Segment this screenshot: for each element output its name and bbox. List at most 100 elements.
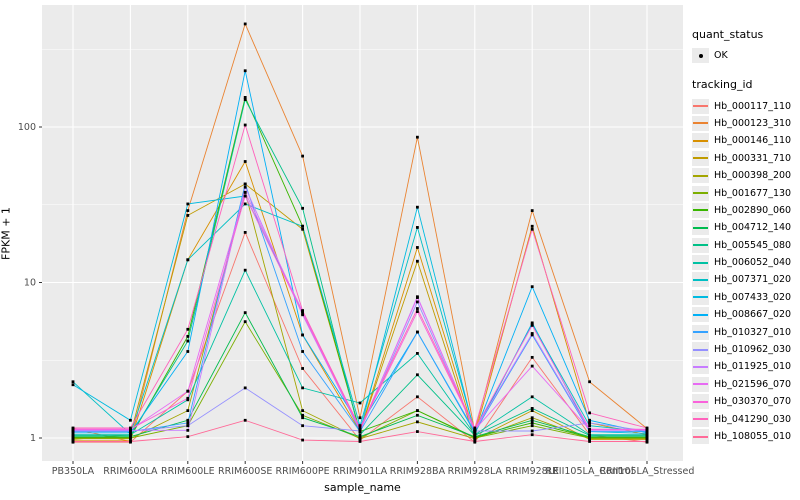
legend-key-swatch xyxy=(692,342,709,358)
legend-key-swatch xyxy=(692,272,709,288)
legend-key-swatch xyxy=(692,168,709,184)
legend-key-swatch xyxy=(692,150,709,166)
data-point xyxy=(186,350,190,353)
legend-item-Hb_004712_140: Hb_004712_140 xyxy=(692,219,798,236)
data-point xyxy=(416,430,419,433)
data-point xyxy=(243,69,247,73)
data-point xyxy=(301,386,304,390)
data-point xyxy=(416,246,419,249)
legend-item-Hb_021596_070: Hb_021596_070 xyxy=(692,376,798,393)
legend-item-label: Hb_000331_710 xyxy=(714,152,792,164)
data-point xyxy=(186,398,190,402)
legend-key-swatch xyxy=(692,289,709,305)
legend: quant_status OK tracking_id Hb_000117_11… xyxy=(692,28,798,459)
data-point xyxy=(416,135,419,139)
data-point xyxy=(186,421,190,425)
legend-item-Hb_000146_110: Hb_000146_110 xyxy=(692,132,798,149)
data-point xyxy=(416,420,419,424)
data-point xyxy=(243,22,247,26)
data-point xyxy=(186,424,190,428)
legend-item-Hb_007371_020: Hb_007371_020 xyxy=(692,271,798,288)
data-point xyxy=(301,224,304,228)
legend-item-label: Hb_030370_070 xyxy=(714,396,792,408)
legend-item-label: Hb_010962_030 xyxy=(714,344,792,356)
data-point xyxy=(416,373,419,377)
data-point xyxy=(588,411,591,415)
legend-item-Hb_030370_070: Hb_030370_070 xyxy=(692,393,798,410)
data-point xyxy=(416,300,419,304)
data-point xyxy=(416,413,419,417)
x-tick-label: RRII105LA_Stressed xyxy=(600,466,695,477)
legend-tracking-id-title: tracking_id xyxy=(692,78,753,92)
data-point xyxy=(358,426,362,430)
data-point xyxy=(588,427,591,431)
data-point xyxy=(301,438,304,442)
data-point xyxy=(186,339,190,343)
data-point xyxy=(129,418,132,422)
legend-quant-status-title: quant_status xyxy=(692,28,764,41)
legend-item-Hb_010327_010: Hb_010327_010 xyxy=(692,323,798,340)
data-point xyxy=(358,433,362,437)
data-point xyxy=(186,389,190,393)
data-point xyxy=(243,98,247,102)
legend-item-label: Hb_002890_060 xyxy=(714,204,792,216)
data-point xyxy=(588,380,591,384)
legend-item-Hb_108055_010: Hb_108055_010 xyxy=(692,428,798,445)
x-tick-label: RRIM600SE xyxy=(218,466,272,477)
data-point xyxy=(186,327,190,331)
data-point xyxy=(301,309,304,312)
data-point xyxy=(530,424,534,428)
legend-item-Hb_000117_110: Hb_000117_110 xyxy=(692,97,798,114)
data-point xyxy=(301,154,304,158)
legend-item-Hb_006052_040: Hb_006052_040 xyxy=(692,254,798,271)
data-point xyxy=(301,206,304,210)
data-point xyxy=(530,421,534,425)
y-tick-label: 1 xyxy=(30,433,36,444)
legend-item-label: Hb_004712_140 xyxy=(714,222,792,234)
data-point xyxy=(301,333,304,337)
data-point xyxy=(186,214,190,217)
legend-item-label: Hb_108055_010 xyxy=(714,431,792,442)
legend-item-label: Hb_000117_110 xyxy=(714,100,792,112)
data-point xyxy=(301,409,304,413)
data-point xyxy=(186,335,190,338)
legend-tracking-id: tracking_id Hb_000117_110 Hb_000123_310 Hb… xyxy=(692,78,798,445)
legend-item-label: Hb_010327_010 xyxy=(714,326,792,338)
data-point xyxy=(301,413,304,417)
data-point xyxy=(243,160,247,163)
legend-item-Hb_005545_080: Hb_005545_080 xyxy=(692,237,798,254)
legend-key-swatch xyxy=(692,202,709,218)
data-point xyxy=(530,429,534,433)
data-point xyxy=(71,433,75,437)
data-point xyxy=(71,383,75,387)
legend-quant-status: quant_status OK xyxy=(692,28,798,64)
data-point xyxy=(588,440,591,443)
data-point xyxy=(186,202,190,206)
data-point xyxy=(301,367,304,370)
data-point xyxy=(243,230,247,234)
data-point xyxy=(358,401,362,405)
legend-key-swatch xyxy=(692,115,709,131)
x-tick-label: RRIM928LE xyxy=(505,466,559,477)
data-point xyxy=(186,209,190,212)
legend-key-swatch xyxy=(692,411,709,427)
data-point xyxy=(243,185,247,189)
legend-key-swatch xyxy=(692,98,709,114)
data-point xyxy=(129,426,132,430)
legend-item-Hb_000331_710: Hb_000331_710 xyxy=(692,150,798,167)
data-point xyxy=(243,418,247,422)
legend-item-Hb_001677_130: Hb_001677_130 xyxy=(692,184,798,201)
legend-item-label: Hb_041290_030 xyxy=(714,413,792,425)
y-tick-label: 10 xyxy=(24,278,36,289)
data-point xyxy=(645,440,649,443)
data-point xyxy=(186,409,190,413)
data-point xyxy=(301,350,304,353)
legend-key-swatch xyxy=(692,324,709,340)
data-point xyxy=(473,426,477,430)
data-point xyxy=(358,416,362,420)
data-point xyxy=(588,421,591,425)
data-point xyxy=(243,182,247,186)
x-tick-label: RRIM928LA xyxy=(448,466,503,477)
y-axis-title: FPKM + 1 xyxy=(0,207,13,260)
data-point xyxy=(530,407,534,410)
